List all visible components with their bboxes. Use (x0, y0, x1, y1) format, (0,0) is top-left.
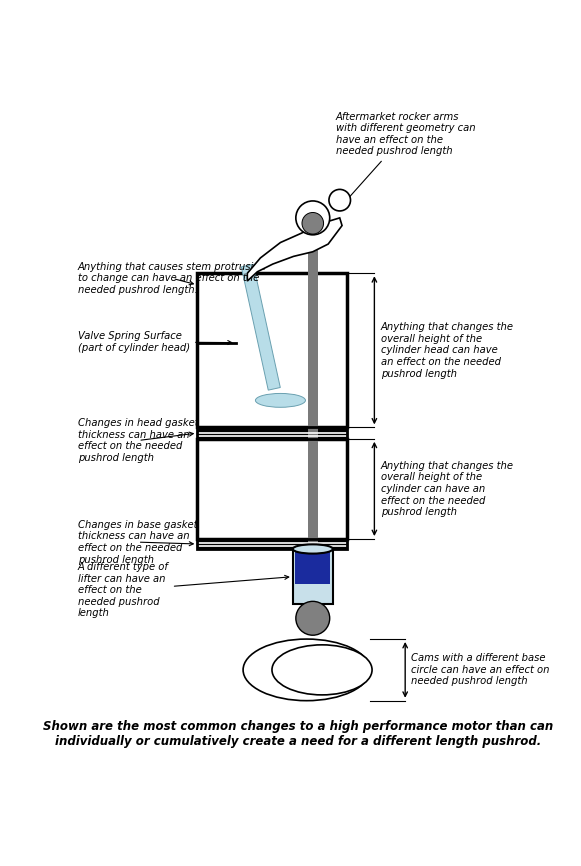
FancyBboxPatch shape (198, 539, 347, 549)
FancyBboxPatch shape (198, 274, 347, 427)
Text: Anything that changes the
overall height of the
cylinder can have an
effect on t: Anything that changes the overall height… (381, 461, 514, 517)
Text: Changes in head gasket
thickness can have an
effect on the needed
pushrod length: Changes in head gasket thickness can hav… (78, 418, 199, 463)
Text: Aftermarket rocker arms
with different geometry can
have an effect on the
needed: Aftermarket rocker arms with different g… (336, 112, 475, 205)
Ellipse shape (296, 601, 330, 636)
Polygon shape (248, 218, 342, 281)
Polygon shape (241, 264, 280, 391)
Ellipse shape (256, 393, 306, 407)
FancyBboxPatch shape (293, 549, 333, 604)
Ellipse shape (329, 190, 350, 211)
Text: Changes in base gasket
thickness can have an
effect on the needed
pushrod length: Changes in base gasket thickness can hav… (78, 520, 198, 565)
Text: Cams with a different base
circle can have an effect on
needed pushrod length: Cams with a different base circle can ha… (411, 653, 550, 687)
Ellipse shape (296, 201, 330, 235)
FancyBboxPatch shape (198, 427, 347, 439)
Text: A different type of
lifter can have an
effect on the
needed pushrod
length: A different type of lifter can have an e… (78, 562, 289, 618)
FancyBboxPatch shape (295, 552, 331, 585)
Ellipse shape (302, 212, 324, 234)
Ellipse shape (272, 645, 372, 695)
Ellipse shape (243, 639, 370, 701)
Text: Anything that changes the
overall height of the
cylinder head can have
an effect: Anything that changes the overall height… (381, 322, 514, 378)
Text: Anything that causes stem protrusion
to change can have an effect on the
needed : Anything that causes stem protrusion to … (78, 262, 267, 295)
Ellipse shape (293, 545, 333, 553)
FancyBboxPatch shape (308, 223, 318, 549)
Text: Shown are the most common changes to a high performance motor than can
individua: Shown are the most common changes to a h… (42, 720, 553, 747)
FancyBboxPatch shape (198, 439, 347, 539)
Text: Valve Spring Surface
(part of cylinder head): Valve Spring Surface (part of cylinder h… (78, 331, 232, 352)
